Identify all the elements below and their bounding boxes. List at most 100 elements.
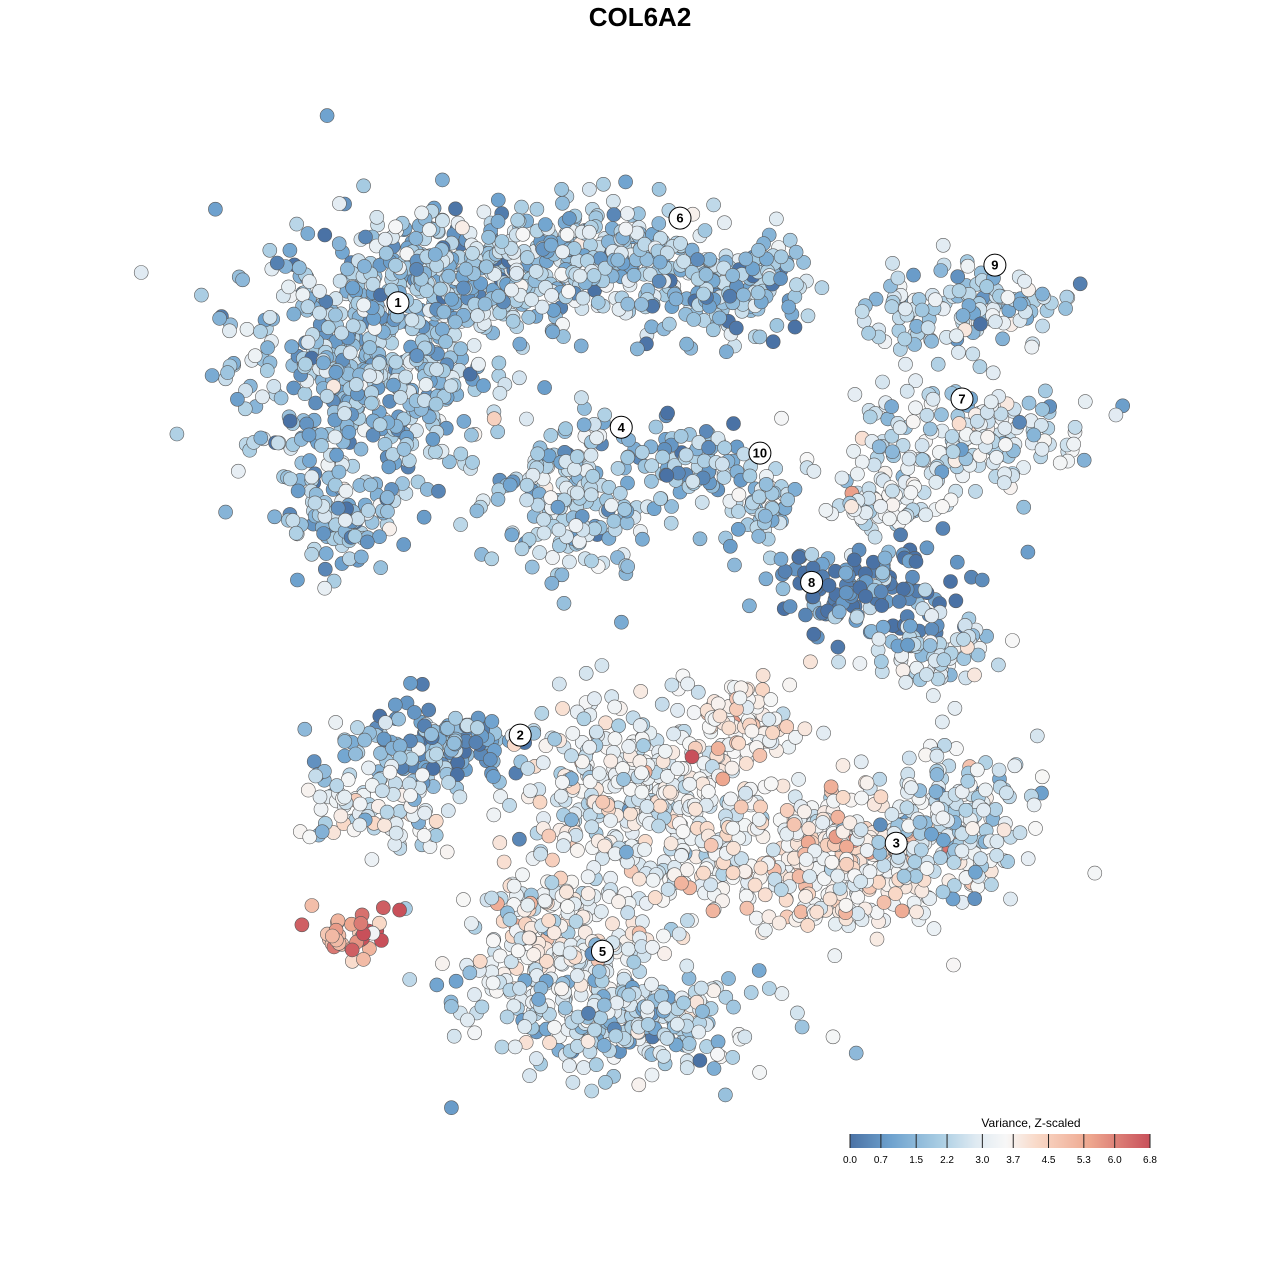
cell-point (752, 748, 768, 763)
cell-point (958, 802, 974, 818)
cell-point (465, 246, 480, 261)
cell-point (951, 416, 967, 431)
cell-point (789, 277, 804, 293)
cell-point (545, 324, 561, 340)
cell-point (822, 891, 838, 907)
cell-point (398, 369, 414, 385)
cluster-label-5: 5 (590, 939, 614, 963)
cell-point (725, 268, 741, 283)
cell-point (304, 898, 320, 913)
cell-point (333, 808, 349, 824)
cell-point (989, 450, 1004, 465)
cell-point (1058, 301, 1073, 316)
cell-point (831, 604, 847, 620)
cell-point (612, 485, 628, 501)
cell-point (985, 365, 1001, 381)
cell-point (262, 309, 278, 325)
cell-point (946, 855, 962, 870)
cell-point (623, 806, 638, 822)
cell-point (796, 255, 811, 270)
cell-point (537, 893, 553, 909)
cell-point (1067, 419, 1083, 435)
cell-point (462, 366, 478, 382)
cell-point (438, 334, 453, 350)
cell-point (555, 701, 570, 716)
cell-point (695, 1004, 710, 1019)
cell-point (1020, 544, 1036, 560)
cell-point (561, 284, 576, 299)
cell-point (718, 989, 734, 1005)
cell-point (582, 739, 597, 755)
cell-point (290, 572, 305, 588)
cell-point (657, 1000, 673, 1016)
cell-point (885, 444, 900, 460)
cell-point (652, 798, 668, 814)
cell-point (587, 691, 602, 707)
cell-point (936, 832, 951, 848)
cell-point (301, 274, 317, 289)
cell-point (396, 537, 412, 552)
cell-point (601, 479, 617, 495)
cell-point (706, 983, 722, 999)
cell-point (726, 999, 741, 1015)
cell-point (927, 292, 943, 308)
cell-point (718, 1087, 733, 1103)
cell-point (626, 954, 642, 970)
legend-ticks: 0.0 0.7 1.5 2.2 3.0 3.7 4.5 5.3 6.0 6.8 (843, 1134, 1157, 1166)
cell-point (788, 729, 803, 745)
cell-point (978, 782, 993, 798)
cell-point (515, 227, 531, 242)
cell-point (895, 438, 911, 453)
cell-point (917, 582, 933, 598)
cell-point (744, 723, 760, 739)
cell-point (510, 212, 526, 228)
cell-point (442, 454, 457, 470)
cell-point (752, 1065, 767, 1080)
cell-point (1035, 286, 1050, 302)
cell-point (441, 775, 456, 790)
cell-point (421, 702, 437, 718)
cell-point (319, 388, 335, 404)
cell-point (818, 502, 834, 518)
cell-point (327, 429, 343, 445)
cell-point (266, 379, 282, 394)
cell-point (1030, 728, 1045, 744)
cell-point (644, 319, 659, 335)
cell-point (854, 304, 870, 319)
cell-point (780, 492, 796, 508)
cell-point (521, 930, 537, 946)
cell-point (738, 251, 754, 267)
cell-point (656, 928, 671, 944)
cell-point (908, 400, 923, 416)
cell-point (871, 834, 887, 850)
cell-point (731, 504, 746, 519)
cell-point (512, 981, 527, 996)
cell-point (347, 528, 363, 544)
cell-point (620, 941, 636, 957)
cell-point (928, 474, 944, 490)
cell-point (290, 483, 306, 499)
legend-tick-label: 3.7 (1006, 1155, 1020, 1166)
cell-point (652, 254, 668, 270)
cell-point (470, 720, 485, 736)
cell-point (618, 221, 634, 237)
cell-point (914, 438, 930, 453)
legend-tick-label: 3.0 (975, 1155, 989, 1166)
cell-point (267, 509, 282, 525)
cell-point (814, 280, 830, 296)
cluster-label-text: 1 (394, 295, 401, 310)
cell-point (422, 222, 437, 237)
cell-point (446, 735, 462, 751)
cell-point (682, 776, 698, 792)
cell-point (915, 452, 930, 468)
cluster-label-text: 3 (893, 836, 900, 851)
cell-point (900, 637, 916, 653)
cell-point (998, 437, 1013, 453)
cell-point (651, 818, 666, 834)
cell-point (787, 319, 803, 335)
cell-point (967, 667, 982, 683)
cell-point (747, 877, 763, 893)
cell-point (273, 390, 289, 406)
cell-point (583, 447, 599, 463)
cell-point (568, 914, 584, 929)
